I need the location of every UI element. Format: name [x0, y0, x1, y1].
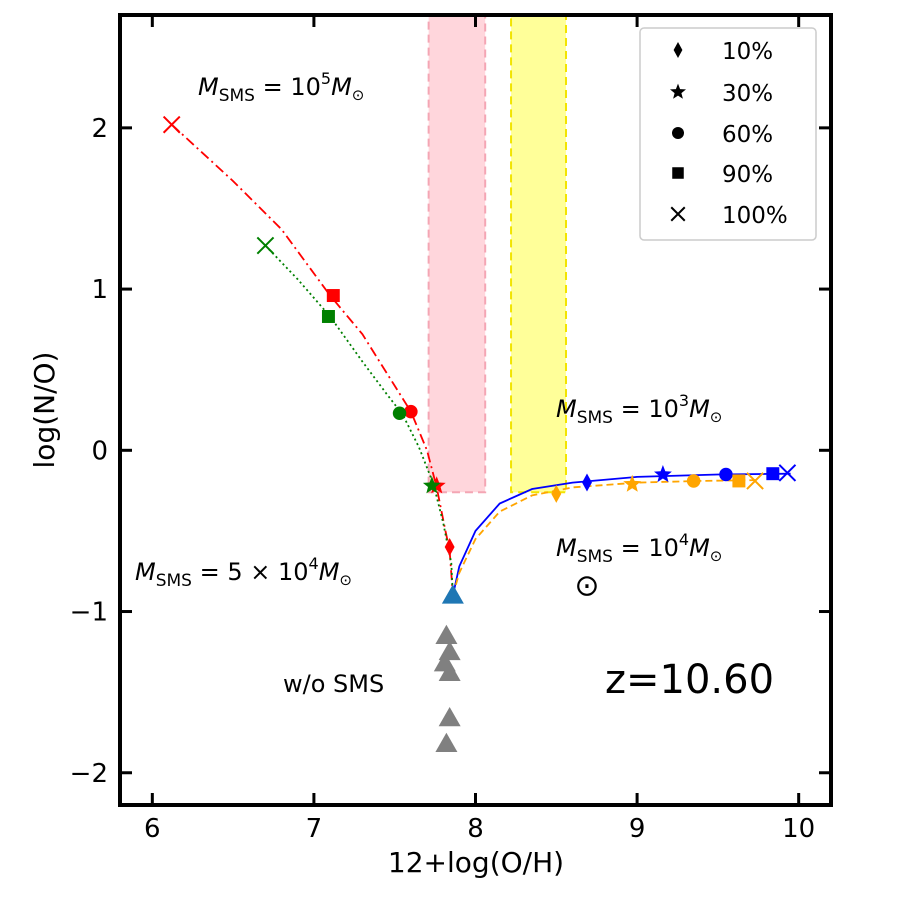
- start-point-triangle: [441, 584, 464, 604]
- y-tick-label: 2: [91, 114, 108, 144]
- ann-orange-tailsub: ⊙: [710, 547, 723, 565]
- ann-green-mid: = 5 × 10: [192, 558, 309, 586]
- yellow-band: [510, 14, 567, 494]
- y-tick-label: 1: [91, 275, 108, 305]
- series-2-marker-x: [778, 464, 797, 482]
- model-markers: [162, 115, 797, 604]
- no-sms-triangle: [435, 624, 458, 644]
- ann-red-tailsub: ⊙: [352, 86, 365, 104]
- x-axis-title: 12+log(O/H): [388, 846, 564, 879]
- solar-symbol: ⊙: [574, 569, 599, 604]
- ann-red-mid: = 10: [255, 73, 321, 101]
- legend-label-90: 90%: [722, 162, 773, 188]
- x-tick-label: 6: [144, 814, 161, 844]
- series-curve-0: [171, 123, 454, 596]
- ann-red-sup: 5: [321, 69, 331, 88]
- ann-green-sup: 4: [309, 554, 319, 573]
- annotation-green: MSMS = 5 × 104M⊙: [135, 554, 352, 591]
- series-curve-1: [264, 244, 454, 596]
- ann-blue-sup: 3: [679, 391, 689, 410]
- ann-orange-mid: = 10: [613, 534, 679, 562]
- x-tick-label: 8: [467, 814, 484, 844]
- y-tick-label: −1: [70, 598, 108, 628]
- series-3-marker-diamond: [551, 484, 562, 503]
- legend-label-60: 60%: [722, 122, 773, 148]
- y-tick-label: −2: [70, 759, 108, 789]
- legend-marker-star: [670, 83, 686, 99]
- legend-label-30: 30%: [722, 81, 773, 107]
- ann-red-sub: SMS: [219, 86, 255, 106]
- legend-marker-diamond: [673, 42, 683, 58]
- series-1-marker-star: [422, 476, 441, 494]
- legend-marker-square: [672, 167, 684, 179]
- series-0-marker-circle: [404, 404, 418, 419]
- x-tick-label: 10: [782, 814, 815, 844]
- no-sms-markers: [433, 624, 461, 752]
- legend-marker-circle: [672, 127, 684, 139]
- series-1-marker-x: [256, 236, 275, 255]
- ann-orange-sub: SMS: [577, 547, 613, 567]
- legend-label-100: 100%: [722, 203, 788, 229]
- ann-red-base: M: [198, 73, 219, 101]
- ann-orange-sup: 4: [679, 530, 689, 549]
- ann-green-tailsub: ⊙: [339, 571, 352, 589]
- annotation-blue: MSMS = 103M⊙: [556, 391, 722, 428]
- ann-green-sub: SMS: [156, 571, 192, 591]
- series-2-marker-star: [654, 465, 672, 483]
- legend-markers: [670, 42, 686, 222]
- ann-blue-tail: M: [689, 395, 710, 423]
- annotation-red: MSMS = 105M⊙: [198, 69, 364, 106]
- series-2-marker-square: [766, 467, 780, 481]
- no-sms-label: w/o SMS: [283, 670, 384, 698]
- shaded-bands: [427, 14, 567, 494]
- series-3-marker-circle: [686, 474, 701, 488]
- redshift-label: z=10.60: [605, 657, 774, 703]
- series-3-marker-x: [746, 472, 764, 490]
- legend-label-10: 10%: [722, 39, 773, 65]
- x-tick-label: 7: [306, 814, 323, 844]
- annotation-orange: MSMS = 104M⊙: [556, 530, 722, 567]
- legend-box: [639, 27, 817, 241]
- ann-blue-sub: SMS: [577, 408, 613, 428]
- no-sms-triangle: [438, 661, 461, 682]
- ann-green-tail: M: [319, 558, 340, 586]
- axis-ticks: 6 7 8 9 10 −2 −1 0 1 2: [70, 15, 831, 844]
- x-tick-label: 9: [629, 814, 646, 844]
- ann-green-base: M: [135, 558, 156, 586]
- ann-orange-tail: M: [689, 534, 710, 562]
- legend-marker-x: [670, 206, 686, 222]
- series-3-marker-square: [732, 474, 746, 488]
- y-axis-title: log(N/O): [28, 352, 61, 469]
- ann-blue-mid: = 10: [613, 395, 679, 423]
- series-0-marker-diamond: [444, 538, 455, 557]
- ann-red-tail: M: [331, 73, 352, 101]
- y-tick-label: 0: [91, 436, 108, 466]
- series-0-marker-square: [326, 289, 340, 303]
- series-2-marker-diamond: [582, 473, 592, 492]
- series-0-marker-x: [162, 115, 181, 134]
- ann-blue-tailsub: ⊙: [710, 408, 723, 426]
- no-sms-triangle: [435, 732, 458, 752]
- ann-blue-base: M: [556, 395, 577, 423]
- ann-orange-base: M: [556, 534, 577, 562]
- series-1-marker-square: [321, 310, 335, 323]
- pink-band: [427, 14, 487, 494]
- no-sms-triangle: [438, 706, 461, 727]
- series-1-marker-circle: [392, 406, 407, 420]
- series-2-marker-circle: [719, 467, 733, 482]
- legend: 10% 30% 60% 90% 100%: [639, 27, 817, 241]
- series-curve-3: [452, 479, 759, 596]
- series-3-marker-star: [623, 474, 642, 492]
